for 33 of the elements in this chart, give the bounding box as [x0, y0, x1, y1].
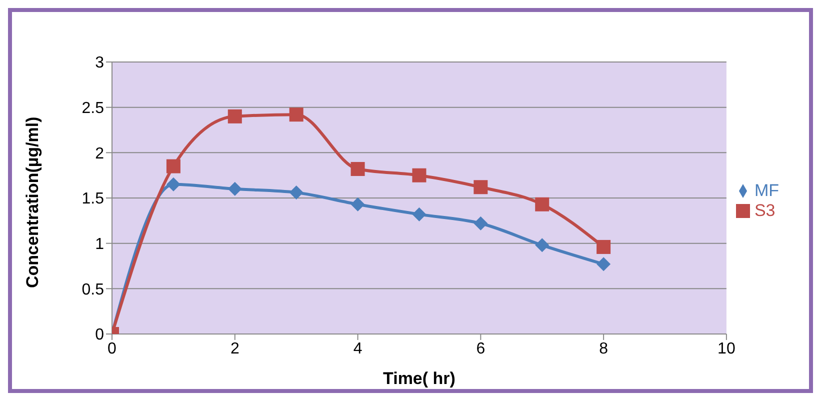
point — [474, 216, 488, 230]
y-tick-label: 0.5 — [82, 281, 104, 298]
point — [535, 197, 550, 212]
point — [596, 257, 611, 272]
point — [350, 162, 365, 176]
y-tick-label: 3 — [95, 54, 104, 72]
point — [535, 238, 550, 252]
x-axis-title: Time( hr) — [383, 369, 456, 388]
point — [228, 182, 242, 196]
point — [166, 159, 180, 174]
y-tick-label: 2.5 — [82, 100, 104, 118]
x-tick-label: 6 — [476, 340, 486, 358]
point — [412, 207, 426, 222]
y-tick-label: 2 — [95, 145, 104, 162]
x-tick-label: 0 — [108, 340, 117, 358]
y-tick-label: 1.5 — [82, 190, 104, 208]
point — [228, 109, 242, 124]
point — [289, 186, 304, 200]
x-tick-label: 10 — [718, 340, 736, 358]
x-tick-label: 2 — [230, 340, 240, 358]
legend-label: S3 — [754, 200, 776, 220]
y-axis-title: Concentration(µg/ml) — [23, 116, 42, 288]
legend-label: MF — [754, 180, 779, 200]
point — [350, 197, 365, 212]
x-tick-label: 8 — [599, 340, 608, 358]
point — [166, 177, 180, 192]
x-tick-label: 4 — [353, 340, 362, 358]
point — [474, 180, 488, 194]
y-tick-label: 0 — [95, 326, 104, 344]
point — [289, 108, 304, 122]
point — [596, 240, 611, 254]
y-tick-label: 1 — [95, 236, 104, 254]
point — [412, 168, 426, 182]
